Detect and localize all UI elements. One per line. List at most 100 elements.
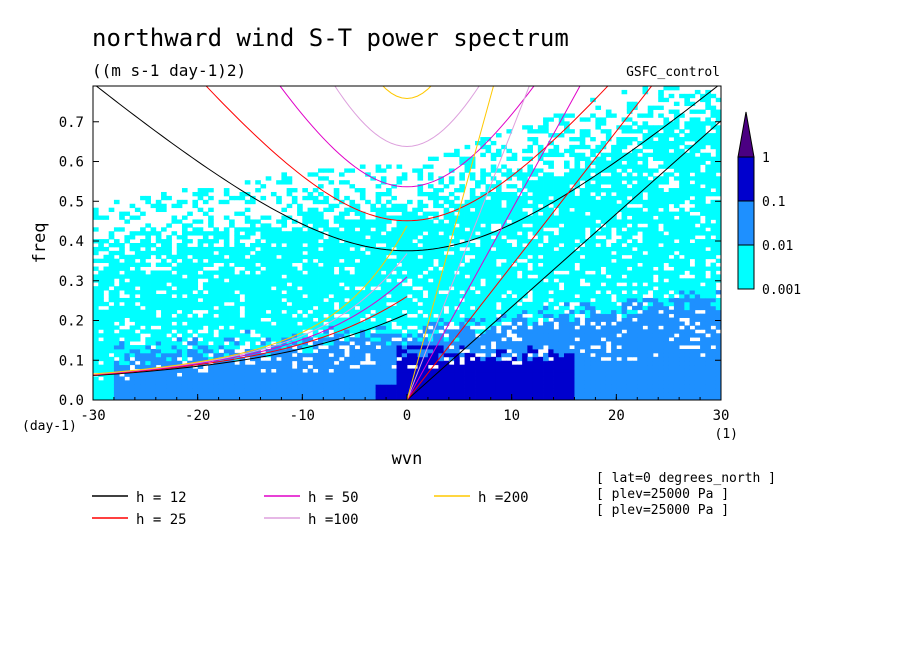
heat-cell	[155, 207, 162, 213]
heat-cell	[250, 231, 256, 236]
heat-cell	[647, 231, 654, 236]
heat-cell	[558, 219, 565, 224]
heat-cell	[297, 313, 303, 318]
heat-cell	[129, 333, 136, 338]
heat-cell	[537, 286, 544, 291]
heat-cell	[433, 211, 439, 216]
heat-cell	[495, 191, 502, 197]
heat-cell	[281, 396, 288, 400]
heat-cell	[281, 282, 288, 287]
heat-cell	[365, 278, 371, 283]
heat-cell	[626, 109, 633, 114]
heat-cell	[250, 278, 256, 283]
heat-cell	[548, 199, 554, 205]
heat-cell	[632, 137, 638, 142]
heat-cell	[265, 297, 272, 303]
heat-cell	[422, 203, 429, 209]
heat-cell	[584, 294, 591, 299]
heat-cell	[197, 254, 204, 260]
heat-cell	[464, 250, 471, 256]
heat-cell	[490, 309, 497, 315]
heat-cell	[129, 329, 136, 334]
heat-cell	[647, 392, 654, 397]
heat-cell	[171, 325, 178, 330]
heat-cell	[349, 219, 356, 224]
heat-cell	[548, 341, 554, 346]
heat-cell	[333, 376, 340, 381]
heat-cell	[490, 329, 497, 334]
heat-cell	[642, 337, 649, 342]
heat-cell	[632, 388, 638, 393]
heat-cell	[532, 199, 539, 205]
heat-cell	[448, 274, 455, 279]
heat-cell	[642, 329, 649, 334]
heat-cell	[359, 191, 366, 197]
heat-cell	[202, 333, 209, 338]
heat-cell	[134, 305, 141, 311]
heat-cell	[108, 321, 115, 326]
heat-cell	[459, 172, 465, 177]
heat-cell	[490, 297, 497, 303]
heat-cell	[537, 301, 544, 307]
heat-cell	[270, 297, 277, 303]
heat-cell	[522, 191, 528, 197]
heat-cell	[250, 254, 256, 260]
heat-cell	[459, 270, 465, 275]
heat-cell	[506, 384, 513, 389]
heat-cell	[522, 368, 528, 373]
heat-cell	[522, 156, 528, 161]
heat-cell	[93, 227, 99, 232]
heat-cell	[564, 113, 570, 118]
heat-cell	[255, 364, 261, 370]
heat-cell	[454, 282, 460, 287]
heat-cell	[370, 262, 376, 267]
heat-cell	[307, 215, 314, 220]
heat-cell	[197, 243, 204, 248]
heat-cell	[108, 250, 115, 256]
heat-cell	[621, 258, 628, 264]
heat-cell	[558, 207, 565, 213]
heat-cell	[281, 372, 288, 377]
heat-cell	[558, 211, 565, 216]
heat-cell	[605, 372, 612, 377]
heat-cell	[181, 223, 188, 228]
heat-cell	[553, 133, 560, 138]
heat-cell	[579, 290, 586, 295]
heat-cell	[202, 348, 209, 354]
heat-cell	[427, 231, 434, 236]
heat-cell	[134, 396, 141, 400]
heat-cell	[516, 333, 523, 338]
heat-cell	[490, 239, 497, 244]
heat-cell	[522, 384, 528, 389]
heat-cell	[611, 290, 617, 295]
heat-cell	[223, 388, 230, 393]
heat-cell	[150, 301, 157, 307]
heat-cell	[448, 384, 455, 389]
heat-cell	[344, 254, 350, 260]
heat-cell	[584, 325, 591, 330]
heat-cell	[516, 262, 523, 267]
heat-cell	[197, 333, 204, 338]
heat-cell	[250, 325, 256, 330]
heat-cell	[359, 188, 366, 193]
heat-cell	[495, 243, 502, 248]
heat-cell	[647, 321, 654, 326]
heat-cell	[537, 144, 544, 150]
heat-cell	[145, 301, 151, 307]
heat-cell	[621, 125, 628, 130]
heat-cell	[386, 246, 392, 252]
heat-cell	[386, 215, 392, 220]
heat-cell	[208, 317, 214, 322]
heat-cell	[506, 317, 513, 322]
heat-cell	[129, 325, 136, 330]
heat-cell	[501, 290, 507, 295]
heat-cell	[469, 321, 476, 326]
heat-cell	[506, 184, 513, 189]
heat-cell	[454, 392, 460, 397]
heat-cell	[480, 341, 486, 346]
heat-cell	[511, 258, 518, 264]
heat-cell	[365, 290, 371, 295]
heat-cell	[187, 297, 193, 303]
heat-cell	[286, 333, 293, 338]
heat-cell	[532, 246, 539, 252]
